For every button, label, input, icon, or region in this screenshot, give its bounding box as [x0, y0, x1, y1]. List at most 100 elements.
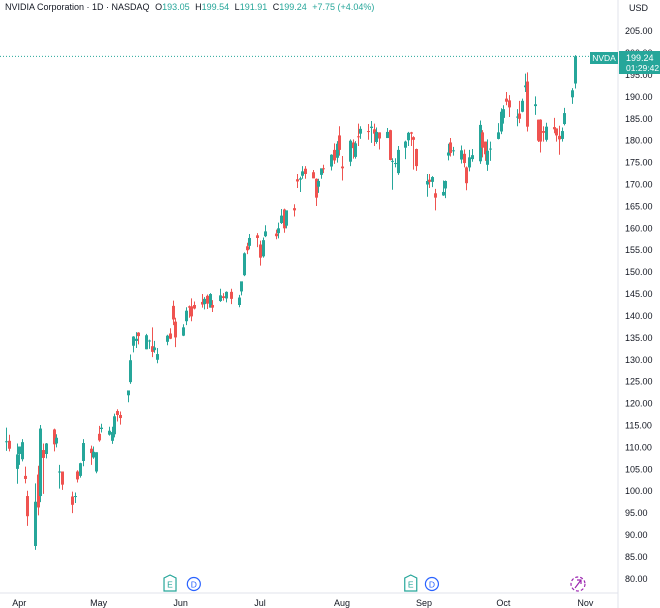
candle[interactable] — [428, 173, 431, 189]
candle[interactable] — [312, 170, 315, 179]
candle[interactable] — [76, 470, 79, 483]
candle[interactable] — [373, 123, 376, 146]
time-axis[interactable]: Apr May Jun Jul Aug Sep Oct Nov — [12, 598, 594, 608]
candle[interactable] — [338, 126, 341, 156]
candle[interactable] — [190, 298, 193, 322]
candle[interactable] — [410, 131, 413, 146]
candle[interactable] — [465, 166, 468, 191]
candle[interactable] — [431, 176, 434, 188]
candle[interactable] — [434, 188, 437, 211]
candle[interactable] — [534, 96, 537, 115]
candle[interactable] — [555, 128, 558, 142]
candle[interactable] — [349, 139, 352, 167]
candle[interactable] — [82, 439, 85, 467]
candle[interactable] — [452, 146, 455, 156]
candle[interactable] — [21, 439, 24, 462]
candle[interactable] — [375, 127, 378, 144]
candle[interactable] — [166, 334, 169, 346]
dividend-marker[interactable]: D — [424, 576, 440, 592]
candle[interactable] — [280, 209, 283, 224]
candle[interactable] — [148, 339, 151, 349]
candle[interactable] — [407, 131, 410, 146]
candle[interactable] — [16, 443, 19, 484]
candle[interactable] — [185, 307, 188, 326]
candle[interactable] — [79, 462, 82, 478]
candle[interactable] — [61, 471, 64, 490]
candle[interactable] — [394, 158, 397, 168]
candle[interactable] — [561, 127, 564, 142]
candle[interactable] — [169, 328, 172, 340]
candle[interactable] — [404, 140, 407, 160]
candles[interactable] — [5, 55, 577, 550]
candle[interactable] — [39, 425, 42, 503]
candle[interactable] — [26, 490, 29, 526]
candle[interactable] — [542, 126, 545, 142]
candle[interactable] — [296, 173, 299, 189]
candle[interactable] — [442, 180, 445, 196]
candle[interactable] — [320, 168, 323, 179]
candle[interactable] — [193, 301, 196, 310]
candle[interactable] — [42, 443, 45, 494]
candle[interactable] — [415, 148, 418, 171]
candle[interactable] — [132, 336, 135, 353]
candle[interactable] — [71, 491, 74, 514]
candle[interactable] — [563, 107, 566, 126]
candle[interactable] — [539, 119, 542, 153]
candle[interactable] — [537, 119, 540, 143]
candle[interactable] — [479, 120, 482, 164]
candle[interactable] — [317, 178, 320, 193]
candle[interactable] — [74, 492, 77, 504]
candle[interactable] — [53, 428, 56, 452]
candle[interactable] — [299, 176, 302, 192]
candle[interactable] — [315, 178, 318, 206]
candle[interactable] — [34, 483, 37, 550]
candle[interactable] — [45, 443, 48, 459]
candle[interactable] — [248, 234, 251, 250]
candle[interactable] — [108, 426, 111, 436]
candle[interactable] — [206, 294, 209, 309]
candle[interactable] — [336, 141, 339, 163]
candle[interactable] — [412, 136, 415, 170]
candle[interactable] — [145, 333, 148, 350]
candle[interactable] — [386, 127, 389, 139]
candle[interactable] — [322, 164, 325, 174]
candle[interactable] — [256, 233, 259, 248]
candle[interactable] — [500, 108, 503, 135]
candle[interactable] — [100, 423, 103, 433]
candle[interactable] — [449, 138, 452, 157]
candle[interactable] — [304, 166, 307, 179]
candle[interactable] — [127, 390, 130, 403]
candle[interactable] — [240, 281, 243, 296]
candle[interactable] — [201, 294, 204, 308]
candle[interactable] — [301, 166, 304, 179]
candle[interactable] — [571, 88, 574, 104]
candle[interactable] — [111, 426, 114, 444]
split-icon[interactable] — [570, 576, 586, 592]
candle[interactable] — [426, 173, 429, 197]
candle[interactable] — [92, 446, 95, 459]
candle[interactable] — [558, 125, 561, 155]
candle[interactable] — [243, 252, 246, 277]
candle[interactable] — [489, 141, 492, 161]
candle[interactable] — [137, 332, 140, 345]
candle[interactable] — [471, 149, 474, 162]
candle[interactable] — [486, 139, 489, 171]
candle[interactable] — [574, 55, 577, 89]
candle[interactable] — [211, 300, 214, 313]
candle[interactable] — [484, 141, 487, 161]
candle[interactable] — [222, 293, 225, 301]
candle[interactable] — [378, 132, 381, 150]
candle[interactable] — [188, 305, 191, 318]
candle[interactable] — [359, 126, 362, 139]
candle[interactable] — [156, 347, 159, 364]
candle[interactable] — [481, 130, 484, 158]
candle[interactable] — [352, 139, 355, 159]
candle[interactable] — [153, 340, 156, 353]
candle[interactable] — [98, 425, 101, 442]
candle[interactable] — [24, 466, 27, 484]
candle[interactable] — [293, 204, 296, 217]
candle[interactable] — [135, 332, 138, 348]
candle[interactable] — [497, 123, 500, 140]
candle[interactable] — [354, 141, 357, 159]
